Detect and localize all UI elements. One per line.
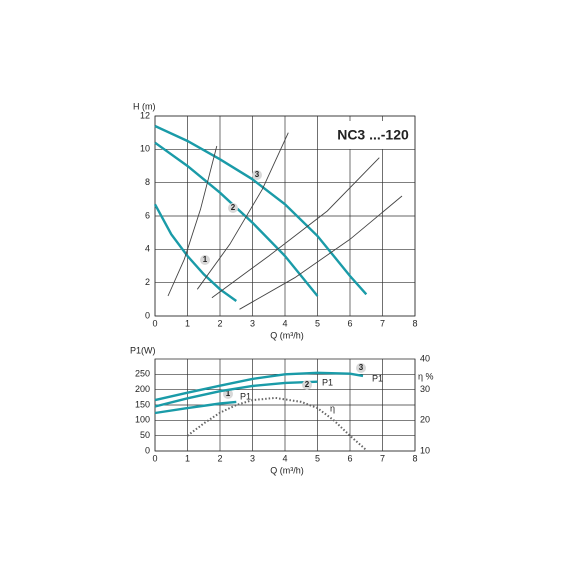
plot-frame bbox=[154, 358, 416, 452]
chart-title: NC3 ...-120 bbox=[337, 127, 409, 143]
curve bbox=[154, 124, 368, 296]
x-tick-label: 5 bbox=[315, 318, 320, 328]
x-tick-label: 2 bbox=[217, 318, 222, 328]
title-box bbox=[333, 121, 413, 149]
x-tick-label: 2 bbox=[217, 453, 222, 463]
x-tick-label: 0 bbox=[152, 453, 157, 463]
y-tick-label: 150 bbox=[135, 399, 150, 409]
efficiency-line bbox=[186, 396, 367, 451]
y-tick-label: 12 bbox=[140, 110, 150, 120]
y-tick-label: 0 bbox=[145, 310, 150, 320]
curve bbox=[167, 145, 218, 297]
curve bbox=[211, 157, 380, 299]
x-axis-label: Q (m³/h) bbox=[270, 465, 304, 475]
curve-number: 3 bbox=[255, 170, 260, 179]
y2-tick-label: 40 bbox=[420, 353, 430, 363]
x-axis-label: Q (m³/h) bbox=[270, 330, 304, 340]
series-name: P1 bbox=[240, 391, 251, 401]
x-tick-label: 1 bbox=[185, 318, 190, 328]
curve bbox=[153, 203, 237, 302]
curve-number: 3 bbox=[359, 363, 364, 372]
x-tick-label: 3 bbox=[250, 453, 255, 463]
curve bbox=[196, 132, 289, 290]
x-tick-label: 0 bbox=[152, 318, 157, 328]
curve-number: 1 bbox=[203, 255, 208, 264]
y-tick-label: 10 bbox=[140, 144, 150, 154]
x-tick-label: 1 bbox=[185, 453, 190, 463]
x-tick-label: 4 bbox=[282, 318, 287, 328]
plot-frame bbox=[154, 115, 416, 317]
curve bbox=[154, 400, 237, 415]
y-tick-label: 250 bbox=[135, 369, 150, 379]
y2-tick-label: 10 bbox=[420, 445, 430, 455]
x-tick-label: 6 bbox=[347, 318, 352, 328]
curve-badge bbox=[302, 380, 312, 390]
y-tick-label: 100 bbox=[135, 415, 150, 425]
y2-axis-label: η % bbox=[418, 371, 434, 381]
series-name: P1 bbox=[322, 377, 333, 387]
curve-badge bbox=[200, 255, 210, 265]
series-name: P1 bbox=[372, 373, 383, 383]
curve-number: 1 bbox=[226, 389, 231, 398]
x-tick-label: 3 bbox=[250, 318, 255, 328]
curve bbox=[154, 380, 318, 408]
curve-number: 2 bbox=[231, 203, 236, 212]
x-tick-label: 8 bbox=[412, 453, 417, 463]
y-tick-label: 0 bbox=[145, 445, 150, 455]
y-axis-label: P1(W) bbox=[130, 345, 156, 355]
y2-tick-label: 30 bbox=[420, 384, 430, 394]
y-tick-label: 50 bbox=[140, 430, 150, 440]
x-tick-label: 4 bbox=[282, 453, 287, 463]
curve bbox=[239, 195, 403, 310]
curve-number: 2 bbox=[305, 380, 310, 389]
y-tick-label: 8 bbox=[145, 177, 150, 187]
y2-tick-label: 20 bbox=[420, 415, 430, 425]
x-tick-label: 5 bbox=[315, 453, 320, 463]
y-tick-label: 6 bbox=[145, 210, 150, 220]
x-tick-label: 7 bbox=[380, 453, 385, 463]
curve bbox=[154, 371, 364, 402]
y-tick-label: 200 bbox=[135, 384, 150, 394]
y-tick-label: 4 bbox=[145, 244, 150, 254]
curve-badge bbox=[252, 170, 262, 180]
x-tick-label: 8 bbox=[412, 318, 417, 328]
curve-badge bbox=[228, 203, 238, 213]
series-name: η bbox=[330, 403, 335, 413]
y-axis-label: H (m) bbox=[133, 101, 156, 111]
x-tick-label: 7 bbox=[380, 318, 385, 328]
y-tick-label: 2 bbox=[145, 277, 150, 287]
x-tick-label: 6 bbox=[347, 453, 352, 463]
curve-badge bbox=[356, 363, 366, 373]
